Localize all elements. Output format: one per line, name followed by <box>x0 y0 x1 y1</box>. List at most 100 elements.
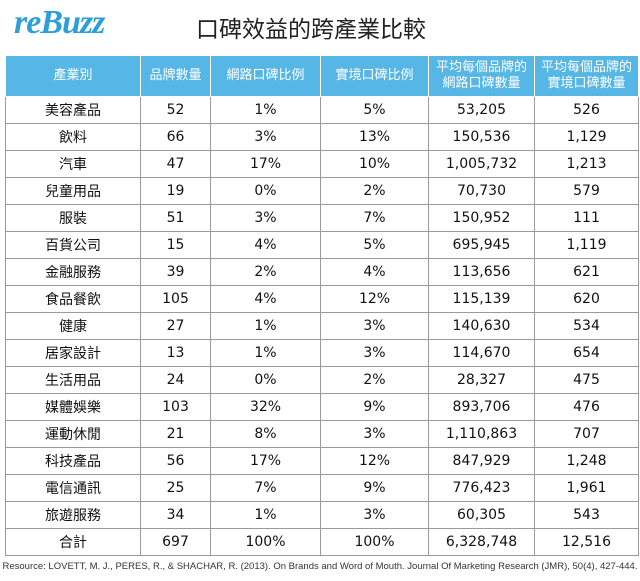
table-cell: 汽車 <box>5 150 141 178</box>
table-cell: 健康 <box>5 312 141 340</box>
table-cell: 7% <box>320 204 429 232</box>
table-cell: 食品餐飲 <box>5 285 141 313</box>
table-cell: 707 <box>534 420 639 448</box>
table-cell: 旅遊服務 <box>5 501 141 529</box>
table-row: 兒童用品 19 0% 2% 70,730 579 <box>5 177 639 205</box>
table-cell: 15 <box>140 231 211 259</box>
table-cell: 51 <box>140 204 211 232</box>
table-row: 媒體娛樂 103 32% 9% 893,706 476 <box>5 393 639 421</box>
table-cell: 53,205 <box>428 96 535 124</box>
table-cell: 27 <box>140 312 211 340</box>
table-cell: 847,929 <box>428 447 535 475</box>
column-header: 平均每個品牌的 網路口碑數量 <box>428 55 535 97</box>
table-cell: 1% <box>210 501 321 529</box>
table-cell: 1% <box>210 96 321 124</box>
table-cell: 1,248 <box>534 447 639 475</box>
table-cell: 695,945 <box>428 231 535 259</box>
table-row: 運動休閒 21 8% 3% 1,110,863 707 <box>5 420 639 448</box>
logo: reBuzz <box>14 4 105 41</box>
table-cell: 媒體娛樂 <box>5 393 141 421</box>
table-cell: 476 <box>534 393 639 421</box>
table-cell: 621 <box>534 258 639 286</box>
table-cell: 百貨公司 <box>5 231 141 259</box>
table-cell: 56 <box>140 447 211 475</box>
table-cell: 17% <box>210 150 321 178</box>
table-cell: 4% <box>320 258 429 286</box>
table-cell: 9% <box>320 474 429 502</box>
table-cell: 7% <box>210 474 321 502</box>
table-cell: 1% <box>210 312 321 340</box>
table-cell: 100% <box>320 528 429 556</box>
column-header: 網路口碑比例 <box>210 55 321 97</box>
table-cell: 140,630 <box>428 312 535 340</box>
table-cell: 66 <box>140 123 211 151</box>
table-cell: 1,005,732 <box>428 150 535 178</box>
table-row: 美容產品 52 1% 5% 53,205 526 <box>5 96 639 124</box>
table-cell: 21 <box>140 420 211 448</box>
table-cell: 47 <box>140 150 211 178</box>
table-cell: 52 <box>140 96 211 124</box>
table-cell: 697 <box>140 528 211 556</box>
table-cell: 飲料 <box>5 123 141 151</box>
table-cell: 34 <box>140 501 211 529</box>
table-cell: 17% <box>210 447 321 475</box>
table-cell: 32% <box>210 393 321 421</box>
column-header: 品牌數量 <box>140 55 211 97</box>
table-cell: 3% <box>320 312 429 340</box>
table-cell: 70,730 <box>428 177 535 205</box>
table-cell: 534 <box>534 312 639 340</box>
table-cell: 1,961 <box>534 474 639 502</box>
table-cell: 5% <box>320 231 429 259</box>
table-cell: 150,952 <box>428 204 535 232</box>
table-cell: 6,328,748 <box>428 528 535 556</box>
table-row: 科技產品 56 17% 12% 847,929 1,248 <box>5 447 639 475</box>
table-cell: 113,656 <box>428 258 535 286</box>
column-header: 產業別 <box>5 55 141 97</box>
table-row: 生活用品 24 0% 2% 28,327 475 <box>5 366 639 394</box>
table-cell: 10% <box>320 150 429 178</box>
table-cell: 526 <box>534 96 639 124</box>
table-cell: 475 <box>534 366 639 394</box>
table-row: 電信通訊 25 7% 9% 776,423 1,961 <box>5 474 639 502</box>
table-cell: 114,670 <box>428 339 535 367</box>
table-cell: 3% <box>320 501 429 529</box>
table-cell: 美容產品 <box>5 96 141 124</box>
table-cell: 654 <box>534 339 639 367</box>
table-cell: 543 <box>534 501 639 529</box>
table-cell: 居家設計 <box>5 339 141 367</box>
table-row: 居家設計 13 1% 3% 114,670 654 <box>5 339 639 367</box>
table-cell: 579 <box>534 177 639 205</box>
table-cell: 3% <box>320 339 429 367</box>
table-cell: 電信通訊 <box>5 474 141 502</box>
table-cell: 28,327 <box>428 366 535 394</box>
table-cell: 4% <box>210 231 321 259</box>
table-cell: 3% <box>210 123 321 151</box>
table-cell: 103 <box>140 393 211 421</box>
table-cell: 生活用品 <box>5 366 141 394</box>
table-cell: 100% <box>210 528 321 556</box>
table-cell: 60,305 <box>428 501 535 529</box>
table-cell: 1,119 <box>534 231 639 259</box>
table-row: 百貨公司 15 4% 5% 695,945 1,119 <box>5 231 639 259</box>
table-row: 旅遊服務 34 1% 3% 60,305 543 <box>5 501 639 529</box>
table-cell: 25 <box>140 474 211 502</box>
table-cell: 2% <box>210 258 321 286</box>
data-table: 產業別 品牌數量 網路口碑比例 實境口碑比例 平均每個品牌的 網路口碑數量 平均每個品牌的實… <box>5 55 639 556</box>
table-cell: 150,536 <box>428 123 535 151</box>
table-cell: 111 <box>534 204 639 232</box>
table-cell: 12% <box>320 285 429 313</box>
table-cell: 3% <box>210 204 321 232</box>
table-cell: 1% <box>210 339 321 367</box>
resource-note: Resource: LOVETT, M. J., PERES, R., & SH… <box>2 561 638 572</box>
table-cell: 105 <box>140 285 211 313</box>
table-row: 飲料 66 3% 13% 150,536 1,129 <box>5 123 639 151</box>
table-cell: 2% <box>320 177 429 205</box>
table-cell: 運動休閒 <box>5 420 141 448</box>
table-cell: 5% <box>320 96 429 124</box>
table-cell: 24 <box>140 366 211 394</box>
table-cell: 115,139 <box>428 285 535 313</box>
table-cell: 服裝 <box>5 204 141 232</box>
header-row: 產業別 品牌數量 網路口碑比例 實境口碑比例 平均每個品牌的 網路口碑數量 平均每個品牌的實… <box>5 55 639 97</box>
table-cell: 12% <box>320 447 429 475</box>
